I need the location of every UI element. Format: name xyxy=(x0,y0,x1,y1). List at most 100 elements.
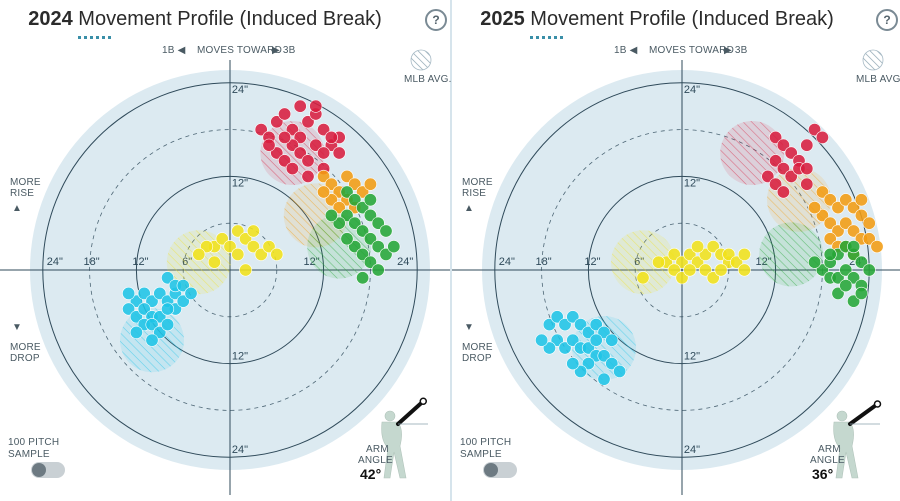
pitch-point xyxy=(839,279,853,293)
more-rise-arrow: ▲ xyxy=(12,203,23,214)
pitch-point xyxy=(387,240,401,254)
pitch-point xyxy=(823,216,837,230)
pitch-point xyxy=(340,232,354,246)
sample-label: 100 PITCH xyxy=(8,437,60,448)
pitch-point xyxy=(667,247,681,261)
pitch-point xyxy=(153,310,167,324)
pitch-point xyxy=(839,193,853,207)
pitch-point xyxy=(730,255,744,269)
pitch-point xyxy=(363,177,377,191)
pitch-point xyxy=(270,247,284,261)
pitch-point xyxy=(285,162,299,176)
pitch-point xyxy=(706,240,720,254)
arm-angle-line xyxy=(396,399,426,426)
sample-label: SAMPLE xyxy=(460,449,502,460)
pitch-point xyxy=(847,224,861,238)
ring-label-top: 12" xyxy=(684,177,700,189)
title-underline xyxy=(530,36,564,39)
pitch-point xyxy=(854,193,868,207)
ring-label-bottom: 24" xyxy=(684,444,700,456)
mlb-avg-legend-icon xyxy=(862,49,884,71)
pitch-point xyxy=(122,286,136,300)
pitch-point xyxy=(815,130,829,144)
pitch-point xyxy=(784,169,798,183)
direction-right-label: ▶ 3B xyxy=(724,45,748,56)
help-button[interactable]: ? xyxy=(425,9,447,31)
pitch-point xyxy=(854,255,868,269)
pitch-point xyxy=(815,185,829,199)
pitch-point xyxy=(652,255,666,269)
pitch-point xyxy=(176,279,190,293)
arm-angle-ball xyxy=(419,397,428,405)
sample-toggle-knob[interactable] xyxy=(484,463,498,477)
pitch-point xyxy=(348,216,362,230)
pitch-point xyxy=(831,286,845,300)
chart-title: 2024 Movement Profile (Induced Break) xyxy=(0,8,410,31)
arm-angle-label: ARM xyxy=(366,444,389,455)
arm-angle-label: ARM xyxy=(818,444,841,455)
pitch-point xyxy=(800,138,814,152)
pitch-point xyxy=(862,232,876,246)
pitch-point xyxy=(698,247,712,261)
pitch-point xyxy=(348,193,362,207)
pitch-point xyxy=(542,341,556,355)
ring-label-left: 24" xyxy=(499,256,515,268)
pitcher-icon xyxy=(833,410,859,479)
pitch-point xyxy=(356,185,370,199)
help-button[interactable]: ? xyxy=(876,9,898,31)
pitch-point xyxy=(831,224,845,238)
arm-angle-ball xyxy=(873,400,882,408)
pitch-point xyxy=(332,201,346,215)
pitch-point xyxy=(371,240,385,254)
title-text: Movement Profile (Induced Break) xyxy=(524,8,834,30)
pitch-point xyxy=(145,318,159,332)
more-drop-arrow: ▼ xyxy=(464,322,475,333)
pitch-point xyxy=(356,247,370,261)
sample-toggle-knob[interactable] xyxy=(32,463,46,477)
sample-toggle[interactable] xyxy=(483,462,517,478)
title-underline xyxy=(78,36,112,39)
more-drop-label: DROP xyxy=(462,353,492,364)
sample-label: 100 PITCH xyxy=(460,437,512,448)
pitch-point xyxy=(262,240,276,254)
pitch-point xyxy=(613,364,627,378)
title-year: 2024 xyxy=(28,8,73,30)
pitch-point xyxy=(597,325,611,339)
direction-mid-label: MOVES TOWARD xyxy=(649,45,735,56)
pitch-point xyxy=(317,123,331,137)
pitch-point xyxy=(301,154,315,168)
more-drop-label: DROP xyxy=(10,353,40,364)
pitch-point xyxy=(153,286,167,300)
mlb-avg-zone xyxy=(260,121,325,185)
pitch-point xyxy=(831,271,845,285)
mlb-avg-zone xyxy=(767,167,831,232)
pitch-point xyxy=(379,247,393,261)
more-rise-arrow: ▲ xyxy=(464,203,475,214)
pitch-point xyxy=(231,247,245,261)
pitch-point xyxy=(566,310,580,324)
pitch-point xyxy=(698,263,712,277)
pitch-point xyxy=(737,247,751,261)
pitch-point xyxy=(192,247,206,261)
ring-label-left: 24" xyxy=(47,256,63,268)
pitch-point xyxy=(870,240,884,254)
pitch-point xyxy=(581,357,595,371)
pitch-point xyxy=(823,193,837,207)
ring-label-top: 12" xyxy=(232,177,248,189)
pitch-point xyxy=(278,130,292,144)
pitch-point xyxy=(558,318,572,332)
pitch-point xyxy=(239,232,253,246)
sample-toggle[interactable] xyxy=(31,462,65,478)
pitch-point xyxy=(722,247,736,261)
pitch-point xyxy=(675,271,689,285)
pitch-point xyxy=(847,271,861,285)
pitch-point xyxy=(324,208,338,222)
pitch-point xyxy=(800,177,814,191)
pitch-point xyxy=(317,169,331,183)
pitch-point xyxy=(862,263,876,277)
more-rise-label: MORE xyxy=(10,177,41,188)
pitch-point xyxy=(309,99,323,113)
mlb-avg-label: MLB AVG. xyxy=(856,74,900,85)
pitch-point xyxy=(356,271,370,285)
more-rise-label: RISE xyxy=(462,188,487,199)
